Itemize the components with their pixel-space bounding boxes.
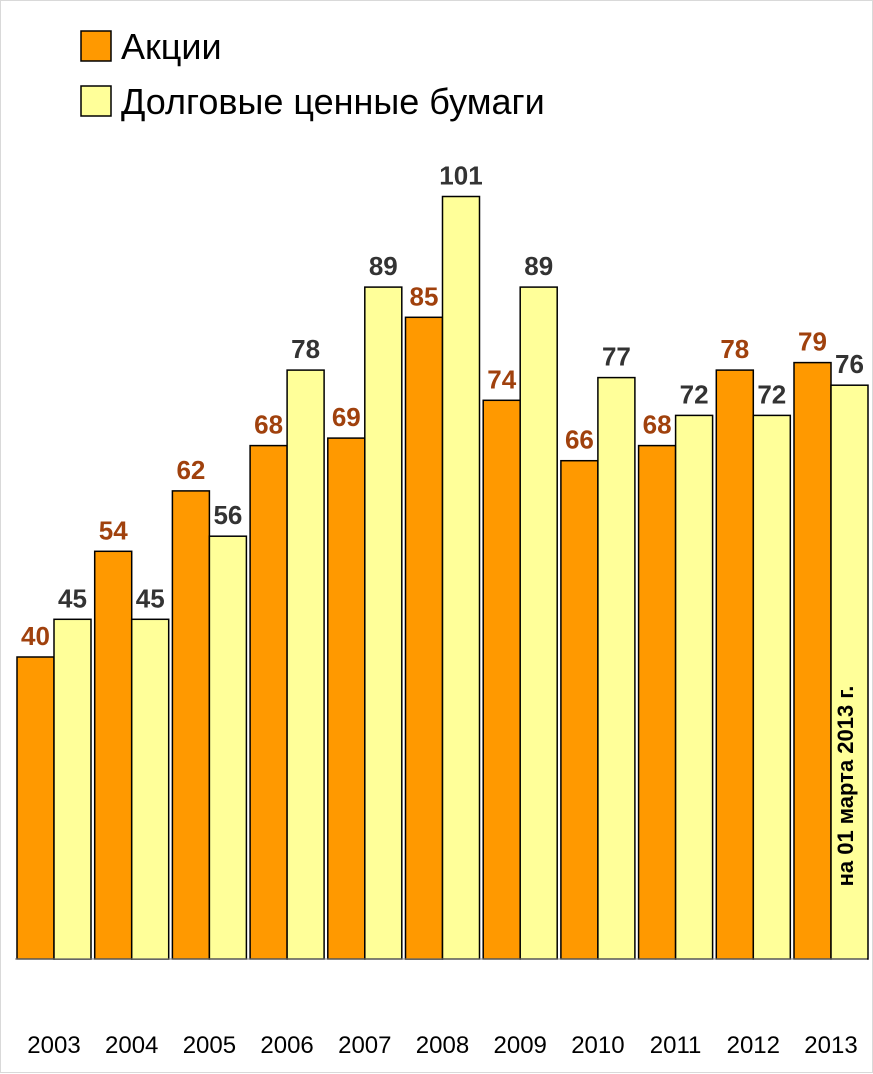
value-label-debt-2003: 45 [58, 583, 87, 613]
bar-debt-2004 [130, 618, 170, 960]
date-annotation: на 01 марта 2013 г. [833, 686, 858, 887]
value-label-debt-2008: 101 [439, 161, 482, 191]
x-tick-label-2006: 2006 [260, 1032, 313, 1059]
legend-label-debt: Долговые ценные бумаги [121, 81, 545, 122]
bar-debt-2003 [53, 618, 92, 960]
bar-shares-2009 [482, 399, 521, 960]
legend-swatch-shares [80, 30, 112, 62]
value-label-debt-2006: 78 [291, 334, 320, 364]
bar-debt-2008 [441, 195, 481, 960]
bar-debt-2009 [519, 286, 558, 960]
value-label-debt-2007: 89 [369, 251, 398, 281]
value-label-debt-2004: 45 [136, 583, 165, 613]
bar-shares-2007 [327, 437, 366, 960]
x-tick-label-2011: 2011 [650, 1032, 702, 1059]
value-labels: 40 45 54 45 62 56 68 78 69 89 85 101 74 89 66 77 68 72 78 7… [21, 161, 864, 652]
bar-shares-2003 [16, 656, 55, 960]
x-tick-label-2009: 2009 [494, 1032, 547, 1059]
x-tick-label-2007: 2007 [338, 1032, 391, 1059]
legend-label-shares: Акции [121, 26, 222, 67]
x-tick-label-2003: 2003 [27, 1032, 80, 1059]
legend: Акции Долговые ценные бумаги [80, 26, 545, 122]
bar-shares-2006 [249, 444, 288, 960]
value-label-shares-2013: 79 [798, 327, 827, 357]
value-label-shares-2010: 66 [565, 425, 594, 455]
bar-shares-2011 [637, 444, 677, 960]
value-label-shares-2007: 69 [332, 402, 361, 432]
bar-debt-2010 [597, 376, 636, 960]
x-tick-label-2005: 2005 [183, 1032, 236, 1059]
value-label-shares-2011: 68 [643, 410, 672, 440]
bar-shares-2005 [171, 490, 211, 960]
value-label-shares-2008: 85 [410, 281, 439, 311]
bar-shares-2004 [93, 550, 133, 960]
value-label-shares-2009: 74 [487, 364, 516, 394]
bar-debt-2013 [830, 384, 869, 960]
bar-debt-2007 [364, 286, 403, 960]
bar-debt-2005 [208, 535, 248, 960]
bar-shares-2013 [793, 361, 832, 960]
x-tick-label-2010: 2010 [571, 1032, 624, 1059]
bars [16, 195, 869, 960]
bar-shares-2008 [404, 316, 444, 960]
value-label-debt-2012: 72 [757, 379, 786, 409]
bar-shares-2012 [715, 369, 755, 960]
value-label-debt-2010: 77 [602, 342, 631, 372]
bar-shares-2010 [560, 459, 599, 960]
bar-debt-2011 [674, 414, 714, 960]
bar-debt-2006 [286, 369, 325, 960]
x-tick-label-2004: 2004 [105, 1032, 158, 1059]
value-label-debt-2005: 56 [213, 500, 242, 530]
value-label-shares-2004: 54 [99, 515, 128, 545]
value-label-shares-2003: 40 [21, 621, 50, 651]
value-label-shares-2012: 78 [720, 334, 749, 364]
value-label-debt-2009: 89 [524, 251, 553, 281]
x-tick-labels: 2003 2004 2005 2006 2007 2008 2009 2010 2011 2012… [27, 1032, 857, 1059]
legend-swatch-debt [80, 85, 112, 117]
value-label-shares-2006: 68 [254, 410, 283, 440]
x-tick-label-2008: 2008 [416, 1032, 469, 1059]
value-label-shares-2005: 62 [176, 455, 205, 485]
x-tick-label-2013: 2013 [804, 1032, 857, 1059]
bar-debt-2012 [752, 414, 792, 960]
x-tick-label-2012: 2012 [727, 1032, 780, 1059]
value-label-debt-2011: 72 [680, 379, 709, 409]
value-label-debt-2013: 76 [835, 349, 864, 379]
